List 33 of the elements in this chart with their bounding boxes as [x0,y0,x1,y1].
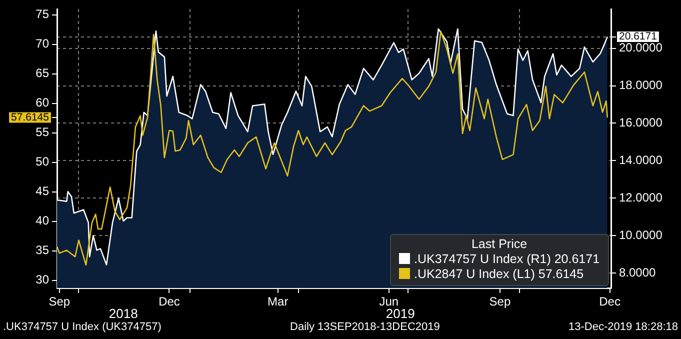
y-tick-label: 40 [36,214,50,228]
y-tick-label: 55 [36,125,50,140]
text: .UK374757 U Index (UK374757) [3,321,162,333]
y-tick-label: 35 [36,243,50,258]
legend-label: .UK2847 U Index (L1) 57.6145 [413,267,585,282]
y-tick-label: 30 [36,272,50,287]
x-tick-label: Jun [379,294,399,308]
y2-tick-label: 16.0000 [619,116,663,130]
y2-tick-label: 18.0000 [619,78,663,92]
y2-tick-label: 12.0000 [619,190,663,204]
text: 13-Dec-2019 18:28:18 [568,321,678,333]
text: 2018 [108,306,138,321]
x-tick-label: Sep [48,294,70,308]
text: Daily 13SEP2018-13DEC2019 [290,321,440,333]
y-tick-label: 57.6145 [11,111,50,124]
x-tick-label: Mar [268,294,288,308]
y-tick-label: 45 [36,184,50,198]
legend-label: .UK374757 U Index (R1) 20.6171 [413,252,600,267]
y-tick-label: 75 [36,7,50,22]
y2-tick-label: 10.0000 [619,228,663,242]
y2-tick-label: 14.0000 [619,152,663,167]
x-tick-label: Dec [599,294,620,308]
y2-tick-label: 20.6171 [619,30,658,43]
y-tick-label: 70 [36,36,50,51]
x-tick-label: Dec [158,294,180,308]
y-tick-label: 65 [36,66,50,80]
y-tick-label: 60 [36,96,50,110]
y2-tick-label: 20.0000 [619,40,663,55]
x-tick-label: Sep [489,294,511,308]
text: 2019 [386,306,415,321]
y-tick-label: 50 [36,154,50,169]
y2-tick-label: 8.0000 [619,265,656,280]
legend-title: Last Price [470,237,528,252]
